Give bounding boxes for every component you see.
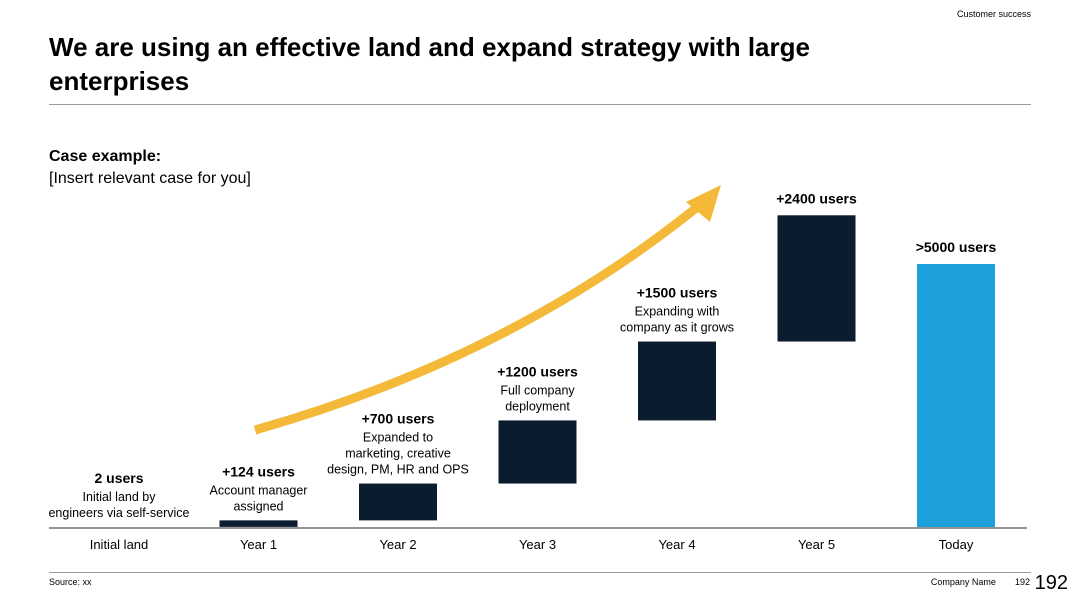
bar-description: Expanding with — [635, 305, 720, 319]
data-label: +700 users — [362, 411, 435, 427]
growth-arrow-shaft — [253, 191, 715, 435]
data-label: +124 users — [222, 463, 295, 479]
bar-description: deployment — [505, 399, 570, 413]
category-label: Year 3 — [519, 537, 556, 552]
page-number-small: 192 — [1014, 577, 1030, 587]
bar-year-1 — [219, 520, 298, 527]
bar-description: Account manager — [210, 483, 308, 497]
bar-year-5 — [777, 215, 856, 342]
footer-right: Company Name 192 — [931, 577, 1030, 587]
category-label: Year 4 — [658, 537, 695, 552]
bar-description: marketing, creative — [345, 447, 451, 461]
category-label: Year 1 — [240, 537, 277, 552]
data-label: 2 users — [94, 470, 143, 486]
bar-description: company as it grows — [620, 321, 734, 335]
data-label: +1500 users — [637, 285, 718, 301]
growth-arrow — [253, 185, 721, 435]
data-label: >5000 users — [916, 239, 997, 255]
bar-today — [917, 264, 995, 527]
title-divider — [49, 104, 1031, 105]
bar-description: engineers via self-service — [48, 506, 189, 520]
page-title: We are using an effective land and expan… — [49, 32, 810, 96]
bar-description: design, PM, HR and OPS — [327, 463, 469, 477]
case-heading: Case example: — [49, 148, 162, 165]
category-label: Year 5 — [798, 537, 835, 552]
bar-year-3 — [498, 420, 577, 484]
bar-description: Expanded to — [363, 431, 433, 445]
bar-year-2 — [359, 483, 437, 521]
growth-arrow-head — [686, 185, 721, 222]
footer-divider — [49, 572, 1031, 573]
data-label: +1200 users — [497, 363, 578, 379]
category-label: Year 2 — [379, 537, 416, 552]
data-label: +2400 users — [776, 190, 857, 206]
bar-year-4 — [638, 341, 716, 421]
source-note: Source: xx — [49, 577, 92, 587]
bar-description: Full company — [500, 383, 575, 397]
bar-description: assigned — [233, 499, 283, 513]
company-name: Company Name — [930, 577, 996, 587]
section-tag: Customer success — [956, 9, 1031, 19]
case-subheading: [Insert relevant case for you] — [49, 170, 251, 187]
category-label: Initial land — [90, 537, 149, 552]
page-number: 192 — [1034, 572, 1068, 594]
category-label: Today — [939, 537, 974, 552]
bar-description: Initial land by — [83, 490, 157, 504]
